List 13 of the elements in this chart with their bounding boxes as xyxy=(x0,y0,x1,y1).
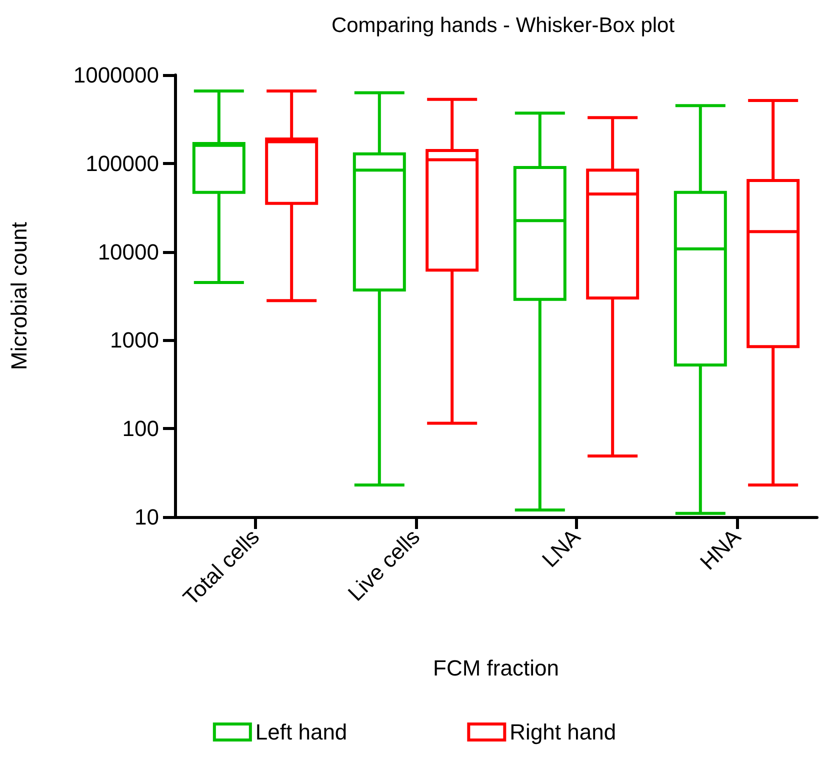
x-tick-label: Live cells xyxy=(342,524,425,606)
legend-label: Right hand xyxy=(510,720,616,744)
y-tick-label: 1000000 xyxy=(73,62,159,88)
y-tick-label: 100000 xyxy=(86,150,159,176)
x-axis-title: FCM fraction xyxy=(433,656,559,680)
y-tick-label: 10 xyxy=(134,504,159,530)
y-tick-label: 100 xyxy=(122,416,159,442)
legend-label: Left hand xyxy=(255,720,348,744)
y-tick-label: 1000 xyxy=(110,328,159,353)
chart-title: Comparing hands - Whisker-Box plot xyxy=(331,14,675,37)
x-tick-label: LNA xyxy=(537,524,586,572)
y-tick-label: 10000 xyxy=(98,239,159,264)
y-axis-title: Microbial count xyxy=(6,222,32,370)
